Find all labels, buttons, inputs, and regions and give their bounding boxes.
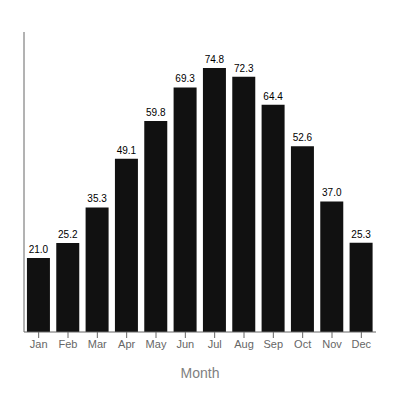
svg-text:Apr: Apr [118,338,135,350]
svg-text:52.6: 52.6 [293,132,313,143]
svg-text:74.8: 74.8 [205,54,225,65]
svg-text:64.4: 64.4 [263,91,283,102]
svg-text:69.3: 69.3 [175,73,195,84]
svg-text:May: May [146,338,167,350]
svg-text:Nov: Nov [322,338,342,350]
svg-text:49.1: 49.1 [117,145,137,156]
svg-text:37.0: 37.0 [322,187,342,198]
svg-text:35.3: 35.3 [87,193,107,204]
svg-text:Mar: Mar [88,338,107,350]
svg-text:Dec: Dec [352,338,372,350]
svg-text:Jan: Jan [30,338,48,350]
svg-text:72.3: 72.3 [234,63,254,74]
svg-text:Jun: Jun [176,338,194,350]
svg-text:Sep: Sep [264,338,284,350]
svg-text:25.2: 25.2 [58,229,78,240]
svg-text:Feb: Feb [59,338,78,350]
svg-text:21.0: 21.0 [29,244,49,255]
svg-text:Aug: Aug [234,338,254,350]
svg-text:Jul: Jul [208,338,222,350]
svg-text:59.8: 59.8 [146,107,166,118]
svg-text:Month: Month [181,365,220,381]
svg-text:25.3: 25.3 [351,229,371,240]
svg-text:Oct: Oct [294,338,311,350]
